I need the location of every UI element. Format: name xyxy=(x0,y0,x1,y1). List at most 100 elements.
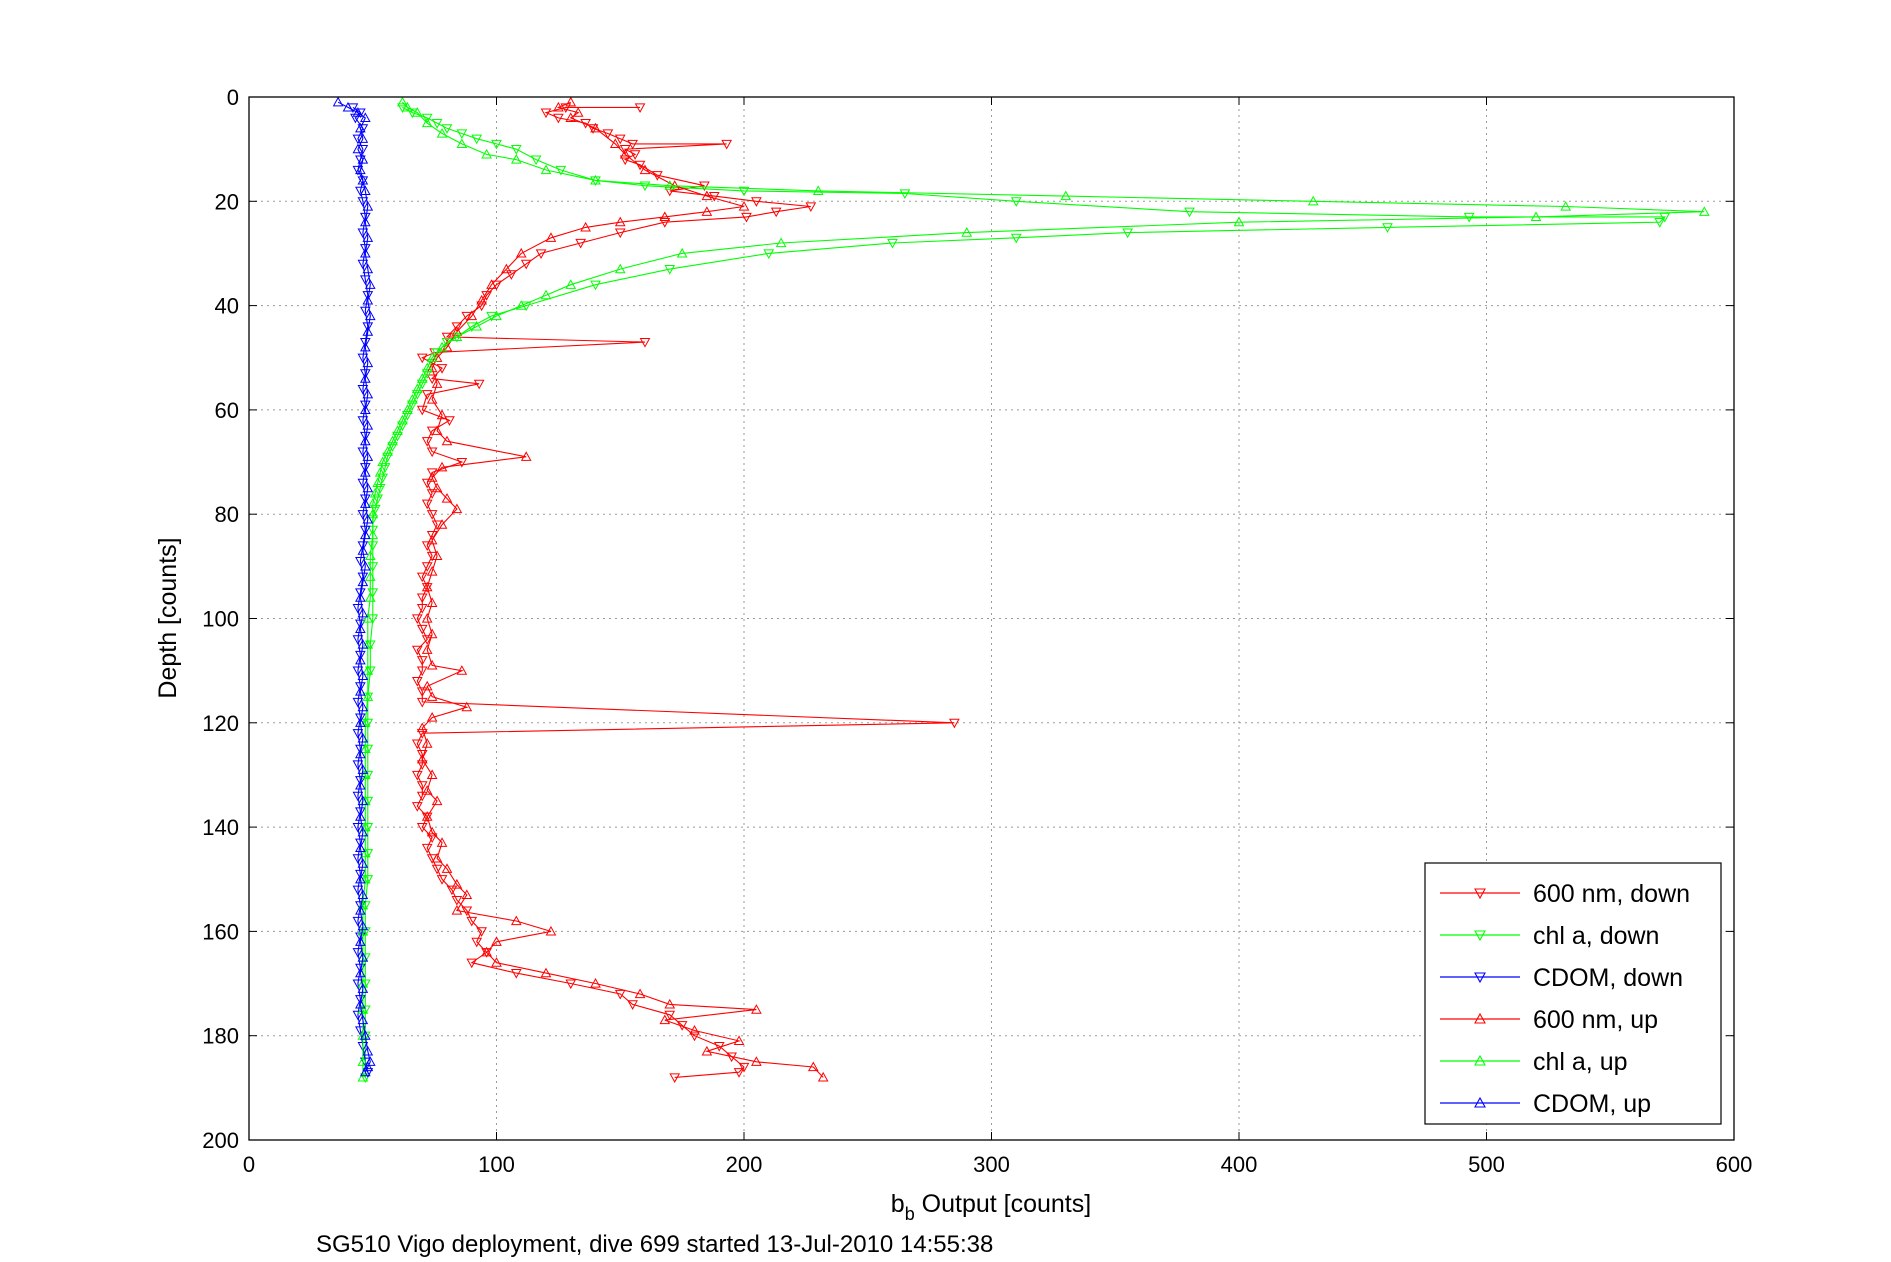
y-axis-title: Depth [counts] xyxy=(154,537,182,698)
data-point xyxy=(441,332,453,343)
data-point xyxy=(357,920,369,931)
data-point xyxy=(1530,211,1542,222)
data-point xyxy=(402,101,413,112)
data-point xyxy=(664,998,676,1009)
data-point xyxy=(407,393,418,404)
data-point xyxy=(627,139,638,150)
data-point xyxy=(355,776,366,786)
data-point xyxy=(362,691,374,701)
data-point xyxy=(355,807,366,817)
data-point xyxy=(355,619,366,630)
data-point xyxy=(359,373,371,383)
data-point xyxy=(362,232,374,242)
data-point xyxy=(352,760,364,771)
data-point xyxy=(359,435,371,446)
data-point xyxy=(540,967,552,978)
data-point xyxy=(411,383,423,394)
data-point xyxy=(426,447,438,458)
data-point xyxy=(421,680,433,691)
data-point xyxy=(515,300,527,310)
data-point xyxy=(565,279,577,289)
data-point xyxy=(352,635,364,645)
data-point xyxy=(362,291,374,301)
data-point xyxy=(751,1056,762,1066)
data-point xyxy=(359,821,371,832)
data-point xyxy=(367,541,379,552)
data-point xyxy=(355,873,366,884)
data-point xyxy=(476,301,487,312)
data-point xyxy=(520,451,532,461)
data-point xyxy=(362,200,374,211)
data-point xyxy=(355,936,366,946)
data-point xyxy=(426,510,438,520)
series-4 xyxy=(357,96,1710,1082)
data-point xyxy=(614,989,626,1000)
data-point xyxy=(1698,206,1710,216)
data-point xyxy=(359,1030,371,1040)
data-point xyxy=(359,494,371,505)
data-point xyxy=(362,1045,374,1056)
data-point xyxy=(357,951,369,962)
data-point xyxy=(355,811,366,821)
data-point xyxy=(1560,200,1572,211)
data-point xyxy=(416,722,428,733)
data-point xyxy=(634,160,646,171)
data-point xyxy=(357,572,369,583)
data-point xyxy=(456,665,468,675)
data-point xyxy=(471,320,483,331)
data-point xyxy=(701,1045,713,1056)
data-point xyxy=(659,1014,671,1025)
data-point xyxy=(426,769,438,780)
data-point xyxy=(357,1014,369,1025)
data-point xyxy=(733,1068,745,1078)
x-tick-label: 0 xyxy=(243,1152,255,1177)
data-point xyxy=(357,447,369,458)
data-point xyxy=(530,155,542,166)
data-point xyxy=(357,576,369,587)
x-tick-label: 500 xyxy=(1468,1152,1505,1177)
data-point xyxy=(431,852,443,863)
data-point xyxy=(369,487,381,498)
data-point xyxy=(377,473,388,484)
data-point xyxy=(364,550,376,561)
data-point xyxy=(352,854,364,864)
data-point xyxy=(807,1061,819,1072)
data-point xyxy=(553,101,564,112)
data-point xyxy=(362,322,374,332)
data-point xyxy=(359,743,371,753)
data-point xyxy=(664,264,676,275)
data-point xyxy=(812,185,824,195)
data-point xyxy=(540,289,552,300)
data-point xyxy=(689,1031,700,1042)
data-point xyxy=(421,785,433,795)
data-point xyxy=(669,1073,681,1083)
data-point xyxy=(699,181,710,192)
data-point xyxy=(619,145,631,155)
data-point xyxy=(441,493,453,503)
data-point xyxy=(362,1061,374,1072)
data-point xyxy=(751,1004,762,1014)
data-point xyxy=(382,446,393,456)
data-point xyxy=(364,310,376,321)
data-point xyxy=(565,112,577,122)
legend-label: CDOM, up xyxy=(1533,1090,1651,1118)
data-point xyxy=(441,124,453,134)
data-point xyxy=(751,197,762,207)
data-point xyxy=(466,958,478,969)
data-point xyxy=(372,477,384,488)
data-point xyxy=(738,200,750,211)
data-point xyxy=(426,628,438,639)
series-5 xyxy=(332,96,376,1077)
y-tick-label: 100 xyxy=(202,607,239,632)
data-point xyxy=(441,863,453,873)
data-point xyxy=(441,435,453,446)
legend-box xyxy=(1424,862,1722,1125)
data-point xyxy=(355,685,366,696)
data-point xyxy=(421,635,433,645)
data-point xyxy=(451,326,463,336)
data-point xyxy=(431,795,443,806)
data-point xyxy=(357,701,369,712)
data-point xyxy=(456,138,468,149)
data-point xyxy=(416,781,428,791)
data-point xyxy=(421,117,433,128)
